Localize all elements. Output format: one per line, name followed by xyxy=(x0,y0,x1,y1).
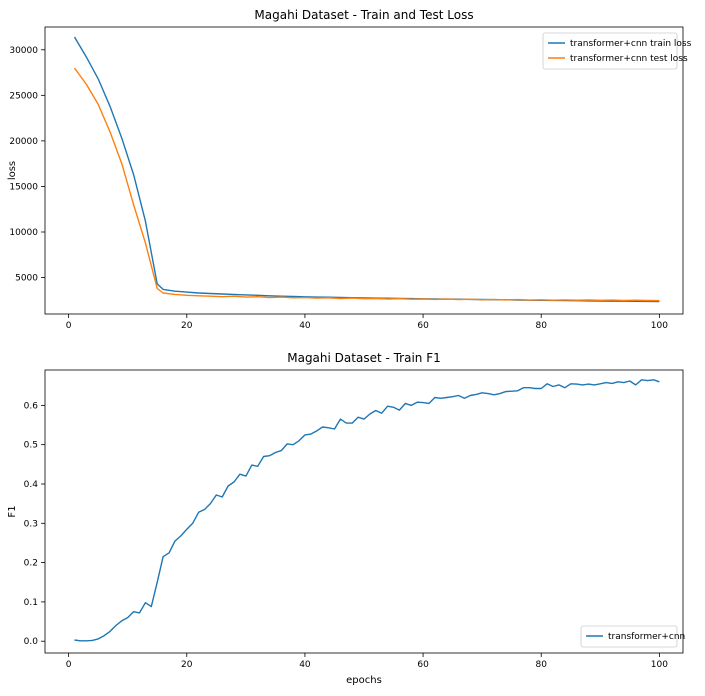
f1-chart-title: Magahi Dataset - Train F1 xyxy=(287,351,441,365)
loss-chart-y-axis: 5000 10000 15000 20000 25000 30000 xyxy=(9,46,45,284)
f1-chart-y-tick-label: 0.2 xyxy=(24,559,38,569)
f1-chart-x-tick-label: 20 xyxy=(181,660,193,670)
loss-chart-x-tick-label: 60 xyxy=(417,321,429,331)
loss-chart-x-tick-label: 80 xyxy=(535,321,547,331)
f1-chart-y-tick-label: 0.6 xyxy=(24,401,39,411)
loss-chart-lines xyxy=(73,36,660,303)
loss-chart-legend-box xyxy=(542,32,678,70)
f1-chart-x-tick-label: 100 xyxy=(651,660,668,670)
f1-chart-x-tick-label: 60 xyxy=(417,660,429,670)
f1-chart-lines xyxy=(74,379,660,642)
loss-chart-x-tick-label: 100 xyxy=(651,321,668,331)
f1-chart-legend-box xyxy=(580,625,678,648)
loss-chart-y-tick-label: 10000 xyxy=(9,228,38,238)
f1-chart-x-axis: 0 20 40 60 80 100 xyxy=(66,653,668,670)
loss-chart-y-tick-label: 15000 xyxy=(9,182,38,192)
loss-chart-legend: transformer+cnn train loss transformer+cn… xyxy=(542,32,692,70)
loss-chart-title: Magahi Dataset - Train and Test Loss xyxy=(254,8,473,22)
loss-chart-x-tick-label: 0 xyxy=(66,321,72,331)
loss-chart-y-axis-label: loss xyxy=(7,161,18,180)
f1-chart-y-tick-label: 0.5 xyxy=(24,441,38,451)
loss-chart-legend-label: transformer+cnn test loss xyxy=(570,54,688,64)
f1-chart-y-tick-label: 0.3 xyxy=(24,519,38,529)
loss-chart-frame xyxy=(44,26,684,315)
loss-chart-legend-label: transformer+cnn train loss xyxy=(570,39,692,49)
loss-chart-series-line-1 xyxy=(73,36,660,303)
f1-chart-y-axis-label: F1 xyxy=(7,505,18,517)
loss-chart: Magahi Dataset - Train and Test Loss 0 20… xyxy=(7,8,692,331)
f1-chart-y-tick-label: 0.1 xyxy=(24,598,38,608)
loss-chart-y-tick-label: 20000 xyxy=(9,137,38,147)
f1-chart-x-tick-label: 0 xyxy=(66,660,72,670)
f1-chart-legend: transformer+cnn xyxy=(580,625,685,648)
f1-chart-x-tick-label: 40 xyxy=(299,660,311,670)
f1-chart-y-tick-label: 0.4 xyxy=(24,480,39,490)
f1-chart-legend-label: transformer+cnn xyxy=(608,632,685,642)
loss-chart-x-axis: 0 20 40 60 80 100 xyxy=(66,314,668,331)
f1-chart-x-tick-label: 80 xyxy=(535,660,547,670)
f1-chart: Magahi Dataset - Train F1 0 20 40 60 80 100 0… xyxy=(7,351,685,686)
f1-chart-y-tick-label: 0.0 xyxy=(24,637,39,647)
loss-chart-x-tick-label: 20 xyxy=(181,321,193,331)
loss-chart-y-tick-label: 5000 xyxy=(15,274,38,284)
f1-chart-x-axis-label: epochs xyxy=(346,675,382,686)
loss-chart-series-line-2 xyxy=(73,67,660,302)
f1-chart-series-line-1 xyxy=(74,379,660,642)
f1-chart-y-axis: 0.0 0.1 0.2 0.3 0.4 0.5 0.6 xyxy=(24,401,45,647)
loss-chart-x-tick-label: 40 xyxy=(299,321,311,331)
loss-chart-y-tick-label: 25000 xyxy=(9,91,38,101)
loss-chart-y-tick-label: 30000 xyxy=(9,46,38,56)
f1-chart-frame xyxy=(44,369,684,654)
